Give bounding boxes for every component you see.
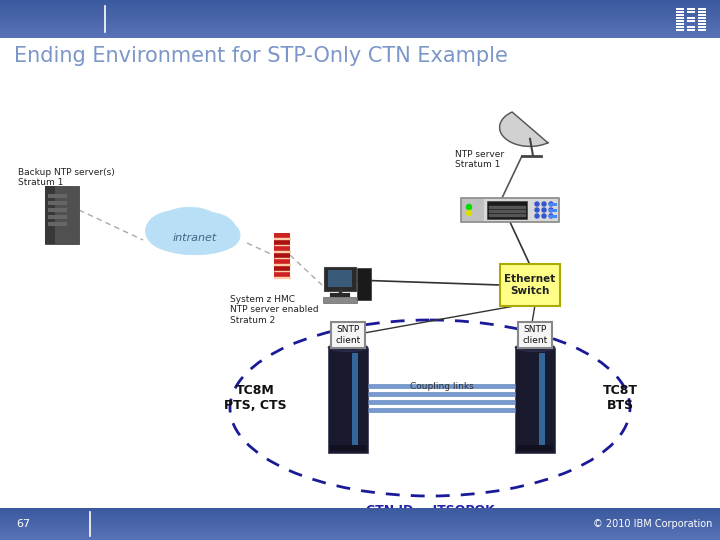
Circle shape (535, 202, 539, 206)
FancyBboxPatch shape (487, 201, 527, 219)
FancyBboxPatch shape (274, 252, 290, 258)
FancyBboxPatch shape (45, 186, 55, 244)
Text: TC8M
PTS, CTS: TC8M PTS, CTS (224, 384, 287, 412)
FancyBboxPatch shape (352, 353, 358, 448)
Text: Ending Environment for STP-Only CTN Example: Ending Environment for STP-Only CTN Exam… (14, 46, 508, 66)
FancyBboxPatch shape (324, 267, 356, 291)
Text: NTP server
Stratum 1: NTP server Stratum 1 (455, 150, 504, 170)
Circle shape (549, 214, 553, 218)
FancyBboxPatch shape (48, 222, 67, 226)
FancyBboxPatch shape (274, 271, 290, 277)
Text: System z HMC
NTP server enabled
Stratum 2: System z HMC NTP server enabled Stratum … (230, 295, 319, 325)
FancyBboxPatch shape (48, 194, 67, 198)
Text: TC8T
BTS: TC8T BTS (603, 384, 637, 412)
Circle shape (542, 208, 546, 212)
Text: CTN ID = ITSOPOK: CTN ID = ITSOPOK (366, 504, 495, 517)
FancyBboxPatch shape (274, 239, 290, 245)
FancyBboxPatch shape (48, 201, 67, 205)
FancyBboxPatch shape (517, 444, 553, 450)
FancyBboxPatch shape (48, 215, 67, 219)
FancyBboxPatch shape (518, 322, 552, 348)
FancyBboxPatch shape (328, 348, 368, 453)
FancyBboxPatch shape (357, 268, 371, 300)
Ellipse shape (156, 207, 222, 245)
Circle shape (542, 214, 546, 218)
FancyBboxPatch shape (45, 186, 79, 244)
Circle shape (542, 202, 546, 206)
Circle shape (467, 211, 472, 215)
FancyBboxPatch shape (323, 297, 357, 303)
FancyBboxPatch shape (462, 199, 484, 221)
Polygon shape (500, 112, 548, 146)
FancyBboxPatch shape (48, 208, 67, 212)
FancyBboxPatch shape (274, 245, 290, 251)
Text: SNTP
client: SNTP client (336, 325, 361, 345)
Text: SNTP
client: SNTP client (523, 325, 548, 345)
Ellipse shape (156, 230, 233, 255)
Circle shape (549, 202, 553, 206)
Ellipse shape (179, 212, 235, 247)
Circle shape (535, 214, 539, 218)
FancyBboxPatch shape (274, 265, 290, 271)
FancyBboxPatch shape (274, 258, 290, 264)
Text: 67: 67 (16, 519, 30, 529)
Text: intranet: intranet (173, 233, 217, 243)
Ellipse shape (515, 343, 555, 352)
FancyBboxPatch shape (500, 264, 560, 306)
Text: Backup NTP server(s)
Stratum 1: Backup NTP server(s) Stratum 1 (18, 168, 114, 187)
FancyBboxPatch shape (515, 348, 555, 453)
Text: Ethernet
Switch: Ethernet Switch (505, 274, 556, 296)
Circle shape (549, 208, 553, 212)
FancyBboxPatch shape (274, 233, 290, 239)
Text: © 2010 IBM Corporation: © 2010 IBM Corporation (593, 519, 712, 529)
FancyBboxPatch shape (549, 203, 557, 206)
FancyBboxPatch shape (461, 198, 559, 222)
Text: Coupling links: Coupling links (410, 382, 473, 391)
Ellipse shape (145, 211, 203, 251)
Circle shape (535, 208, 539, 212)
Ellipse shape (328, 343, 368, 352)
Ellipse shape (196, 220, 240, 251)
FancyBboxPatch shape (549, 209, 557, 212)
FancyBboxPatch shape (539, 353, 545, 448)
FancyBboxPatch shape (328, 270, 352, 287)
FancyBboxPatch shape (549, 215, 557, 218)
FancyBboxPatch shape (331, 322, 365, 348)
Circle shape (467, 205, 472, 210)
FancyBboxPatch shape (330, 444, 366, 450)
